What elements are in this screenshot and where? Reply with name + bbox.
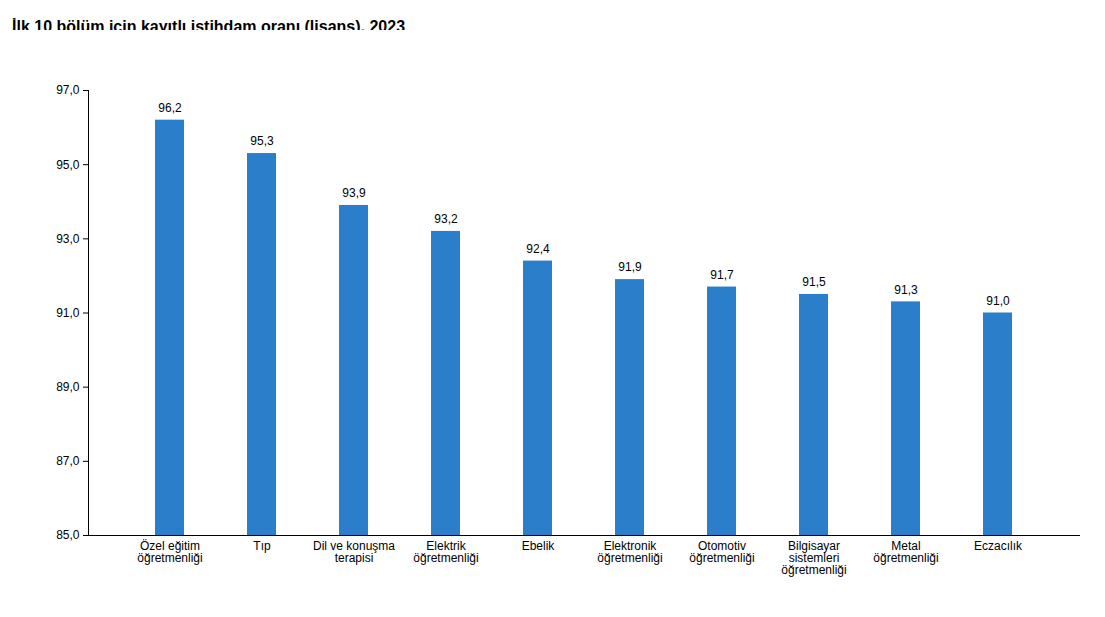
- svg-text:89,0: 89,0: [56, 380, 80, 394]
- svg-text:Elektroniköğretmenliği: Elektroniköğretmenliği: [597, 539, 662, 565]
- svg-text:91,0: 91,0: [56, 306, 80, 320]
- svg-text:Elektriköğretmenliği: Elektriköğretmenliği: [413, 539, 478, 565]
- svg-text:Dil ve konuşmaterapisi: Dil ve konuşmaterapisi: [313, 539, 395, 565]
- svg-text:Bilgisayarsistemleriöğretmenli: Bilgisayarsistemleriöğretmenliği: [781, 539, 846, 577]
- svg-text:95,0: 95,0: [56, 158, 80, 172]
- svg-text:91,9: 91,9: [618, 260, 642, 274]
- svg-text:93,2: 93,2: [434, 212, 458, 226]
- svg-text:93,0: 93,0: [56, 232, 80, 246]
- svg-text:96,2: 96,2: [158, 101, 182, 115]
- svg-text:85,0: 85,0: [56, 528, 80, 542]
- svg-text:Eczacılık: Eczacılık: [974, 539, 1023, 553]
- svg-text:91,5: 91,5: [802, 275, 826, 289]
- svg-text:91,3: 91,3: [894, 283, 918, 297]
- svg-text:87,0: 87,0: [56, 454, 80, 468]
- svg-text:93,9: 93,9: [342, 186, 366, 200]
- svg-text:95,3: 95,3: [250, 134, 274, 148]
- html-text:İlk 10 bölüm için kayıtlı isti: İlk 10 bölüm için kayıtlı istihdam oranı…: [12, 18, 405, 35]
- svg-text:Özel eğitimöğretmenliği: Özel eğitimöğretmenliği: [137, 539, 202, 565]
- svg-text:92,4: 92,4: [526, 242, 550, 256]
- svg-text:91,7: 91,7: [710, 268, 734, 282]
- svg-text:Ebelik: Ebelik: [522, 539, 556, 553]
- svg-text:Otomotivöğretmenliği: Otomotivöğretmenliği: [689, 539, 754, 565]
- svg-text:97,0: 97,0: [56, 83, 80, 97]
- svg-text:Tıp: Tıp: [253, 539, 271, 553]
- svg-text:Metalöğretmenliği: Metalöğretmenliği: [873, 539, 938, 565]
- svg-text:91,0: 91,0: [986, 294, 1010, 308]
